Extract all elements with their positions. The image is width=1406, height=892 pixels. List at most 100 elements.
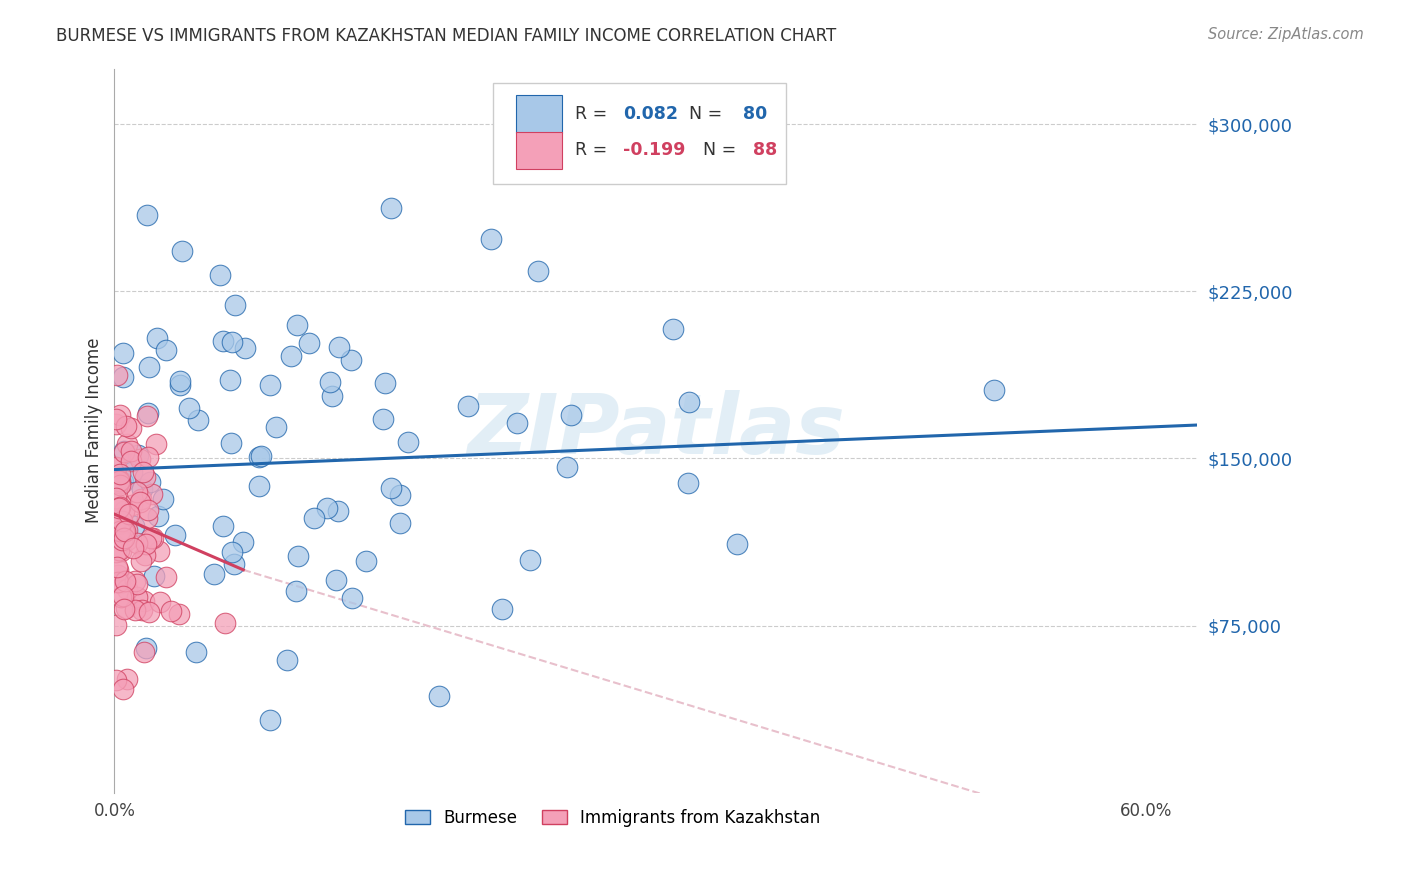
Point	[105, 411, 128, 425]
Point	[105, 618, 128, 632]
Point	[259, 378, 281, 392]
Point	[285, 318, 308, 333]
Point	[555, 460, 578, 475]
Point	[135, 537, 157, 551]
Point	[105, 417, 128, 432]
Point	[354, 554, 377, 568]
Point	[105, 491, 128, 505]
Point	[678, 394, 700, 409]
Point	[128, 451, 150, 466]
Point	[211, 334, 233, 348]
Point	[135, 208, 157, 222]
Point	[121, 465, 143, 479]
Text: 88: 88	[754, 141, 778, 160]
Point	[112, 443, 135, 458]
Point	[108, 409, 131, 423]
Point	[110, 467, 132, 481]
Point	[132, 465, 155, 479]
Point	[112, 681, 135, 696]
Point	[202, 567, 225, 582]
Text: -0.199: -0.199	[623, 141, 686, 160]
Point	[108, 474, 131, 488]
Point	[108, 476, 131, 491]
Point	[117, 436, 139, 450]
Point	[115, 523, 138, 537]
Point	[373, 411, 395, 425]
Point	[136, 503, 159, 517]
Point	[316, 500, 339, 515]
Point	[396, 434, 419, 449]
FancyBboxPatch shape	[494, 83, 786, 185]
Point	[117, 508, 139, 522]
Point	[560, 408, 582, 422]
Point	[112, 524, 135, 538]
Text: R =: R =	[575, 141, 613, 160]
Point	[172, 244, 194, 258]
Point	[114, 419, 136, 434]
Point	[152, 492, 174, 507]
Point	[155, 570, 177, 584]
Point	[108, 477, 131, 491]
Point	[125, 485, 148, 500]
Point	[132, 594, 155, 608]
Point	[319, 375, 342, 389]
Point	[259, 713, 281, 727]
Point	[139, 475, 162, 489]
Point	[141, 487, 163, 501]
Point	[107, 472, 129, 486]
Point	[212, 519, 235, 533]
Point	[506, 416, 529, 430]
Point	[115, 601, 138, 615]
Point	[120, 454, 142, 468]
Point	[304, 511, 326, 525]
Point	[111, 589, 134, 603]
Point	[110, 474, 132, 488]
Point	[105, 513, 128, 527]
Point	[135, 640, 157, 655]
Point	[115, 672, 138, 686]
Point	[146, 331, 169, 345]
Point	[111, 514, 134, 528]
Point	[122, 518, 145, 533]
Point	[250, 449, 273, 463]
Point	[169, 377, 191, 392]
Point	[131, 482, 153, 496]
Point	[120, 443, 142, 458]
Point	[125, 590, 148, 604]
Point	[112, 531, 135, 545]
Point	[187, 412, 209, 426]
Point	[110, 544, 132, 558]
Point	[678, 476, 700, 491]
Text: 0.082: 0.082	[623, 105, 679, 123]
FancyBboxPatch shape	[516, 95, 561, 133]
Point	[107, 563, 129, 577]
Point	[427, 689, 450, 703]
Point	[129, 495, 152, 509]
Point	[127, 536, 149, 550]
Point	[177, 401, 200, 416]
Point	[224, 298, 246, 312]
Point	[142, 531, 165, 545]
Point	[155, 343, 177, 358]
Point	[136, 511, 159, 525]
Point	[380, 201, 402, 215]
Point	[141, 531, 163, 545]
Point	[127, 448, 149, 462]
Point	[233, 341, 256, 355]
Point	[527, 264, 550, 278]
Point	[125, 577, 148, 591]
Point	[280, 349, 302, 363]
Point	[122, 541, 145, 556]
Point	[297, 335, 319, 350]
Point	[112, 504, 135, 518]
Point	[111, 345, 134, 359]
Point	[209, 268, 232, 282]
Point	[117, 533, 139, 547]
Point	[138, 359, 160, 374]
Point	[222, 558, 245, 572]
Point	[232, 535, 254, 549]
Point	[105, 545, 128, 559]
FancyBboxPatch shape	[516, 131, 561, 169]
Point	[662, 322, 685, 336]
Point	[145, 437, 167, 451]
